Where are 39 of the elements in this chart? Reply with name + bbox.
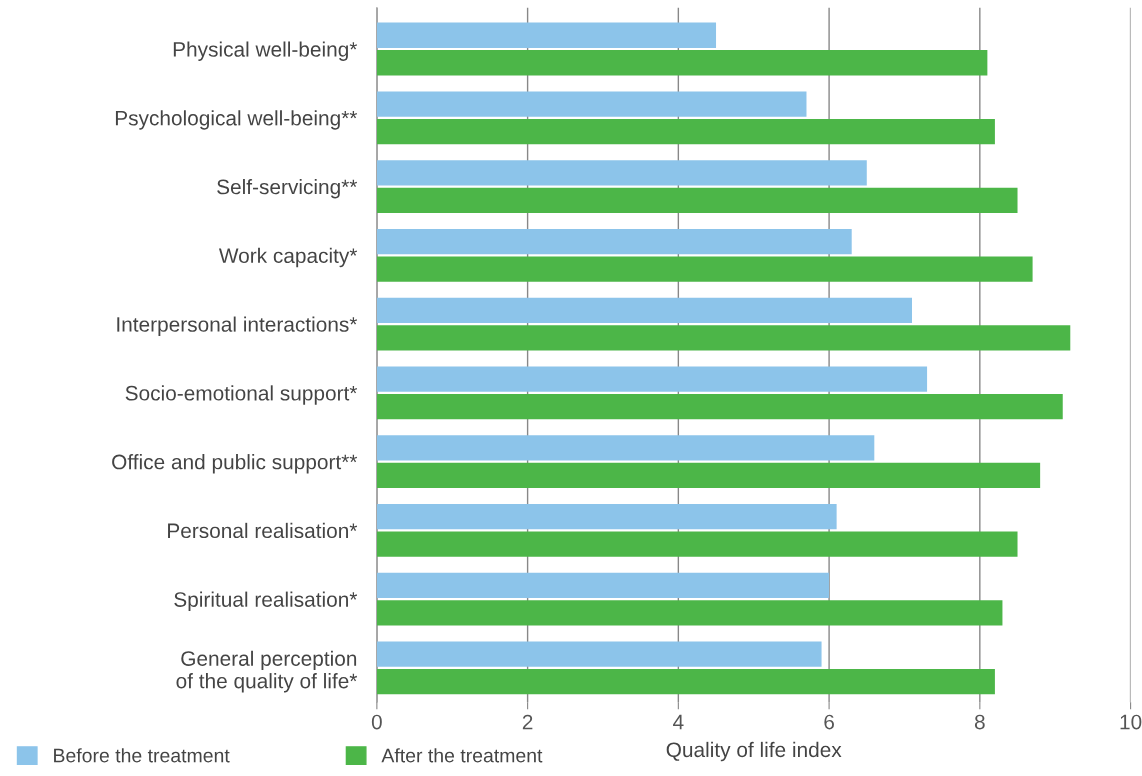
y-tick-label: Self-servicing** bbox=[217, 179, 358, 199]
bar bbox=[376, 118, 995, 145]
bar bbox=[376, 435, 875, 461]
bar bbox=[376, 531, 1018, 557]
y-tick-label: Office and public support** bbox=[112, 454, 358, 474]
y-tick-label: Spiritual realisation* bbox=[174, 591, 358, 612]
bar bbox=[376, 503, 837, 530]
bar bbox=[376, 22, 717, 48]
bar bbox=[376, 325, 1071, 351]
bar bbox=[376, 160, 867, 186]
y-tick-label: General perception of the quality of life* bbox=[176, 650, 358, 693]
x-tick-label: 0 bbox=[371, 714, 382, 730]
y-tick-label: Work capacity* bbox=[218, 247, 358, 268]
x-tick-label: 2 bbox=[522, 714, 533, 730]
legend-label: Before the treatment bbox=[54, 748, 230, 763]
bar bbox=[376, 462, 1041, 489]
y-tick-label: Interpersonal interactions* bbox=[117, 316, 358, 336]
x-tick-label: 6 bbox=[824, 714, 834, 730]
y-tick-label: Socio-emotional support* bbox=[125, 385, 358, 405]
bar bbox=[376, 187, 1018, 213]
x-tick-label: 8 bbox=[974, 714, 985, 730]
bar bbox=[376, 256, 1033, 282]
y-tick-label: Physical well-being* bbox=[173, 41, 358, 61]
y-tick-label: Psychological well-being** bbox=[115, 110, 358, 130]
bar bbox=[376, 669, 995, 695]
bar bbox=[376, 641, 822, 667]
legend-label: After the treatment bbox=[381, 748, 543, 763]
bar bbox=[376, 600, 1003, 626]
bar bbox=[376, 572, 830, 599]
bar bbox=[376, 50, 988, 76]
bar bbox=[376, 366, 928, 392]
bar bbox=[376, 297, 912, 323]
y-tick-label: Personal realisation* bbox=[168, 522, 358, 539]
bar bbox=[376, 228, 852, 255]
bar bbox=[376, 91, 807, 117]
x-tick-label: 10 bbox=[1120, 714, 1142, 730]
x-axis-title: Quality of life index bbox=[666, 741, 842, 762]
bar bbox=[376, 393, 1063, 420]
x-tick-label: 4 bbox=[673, 714, 684, 730]
